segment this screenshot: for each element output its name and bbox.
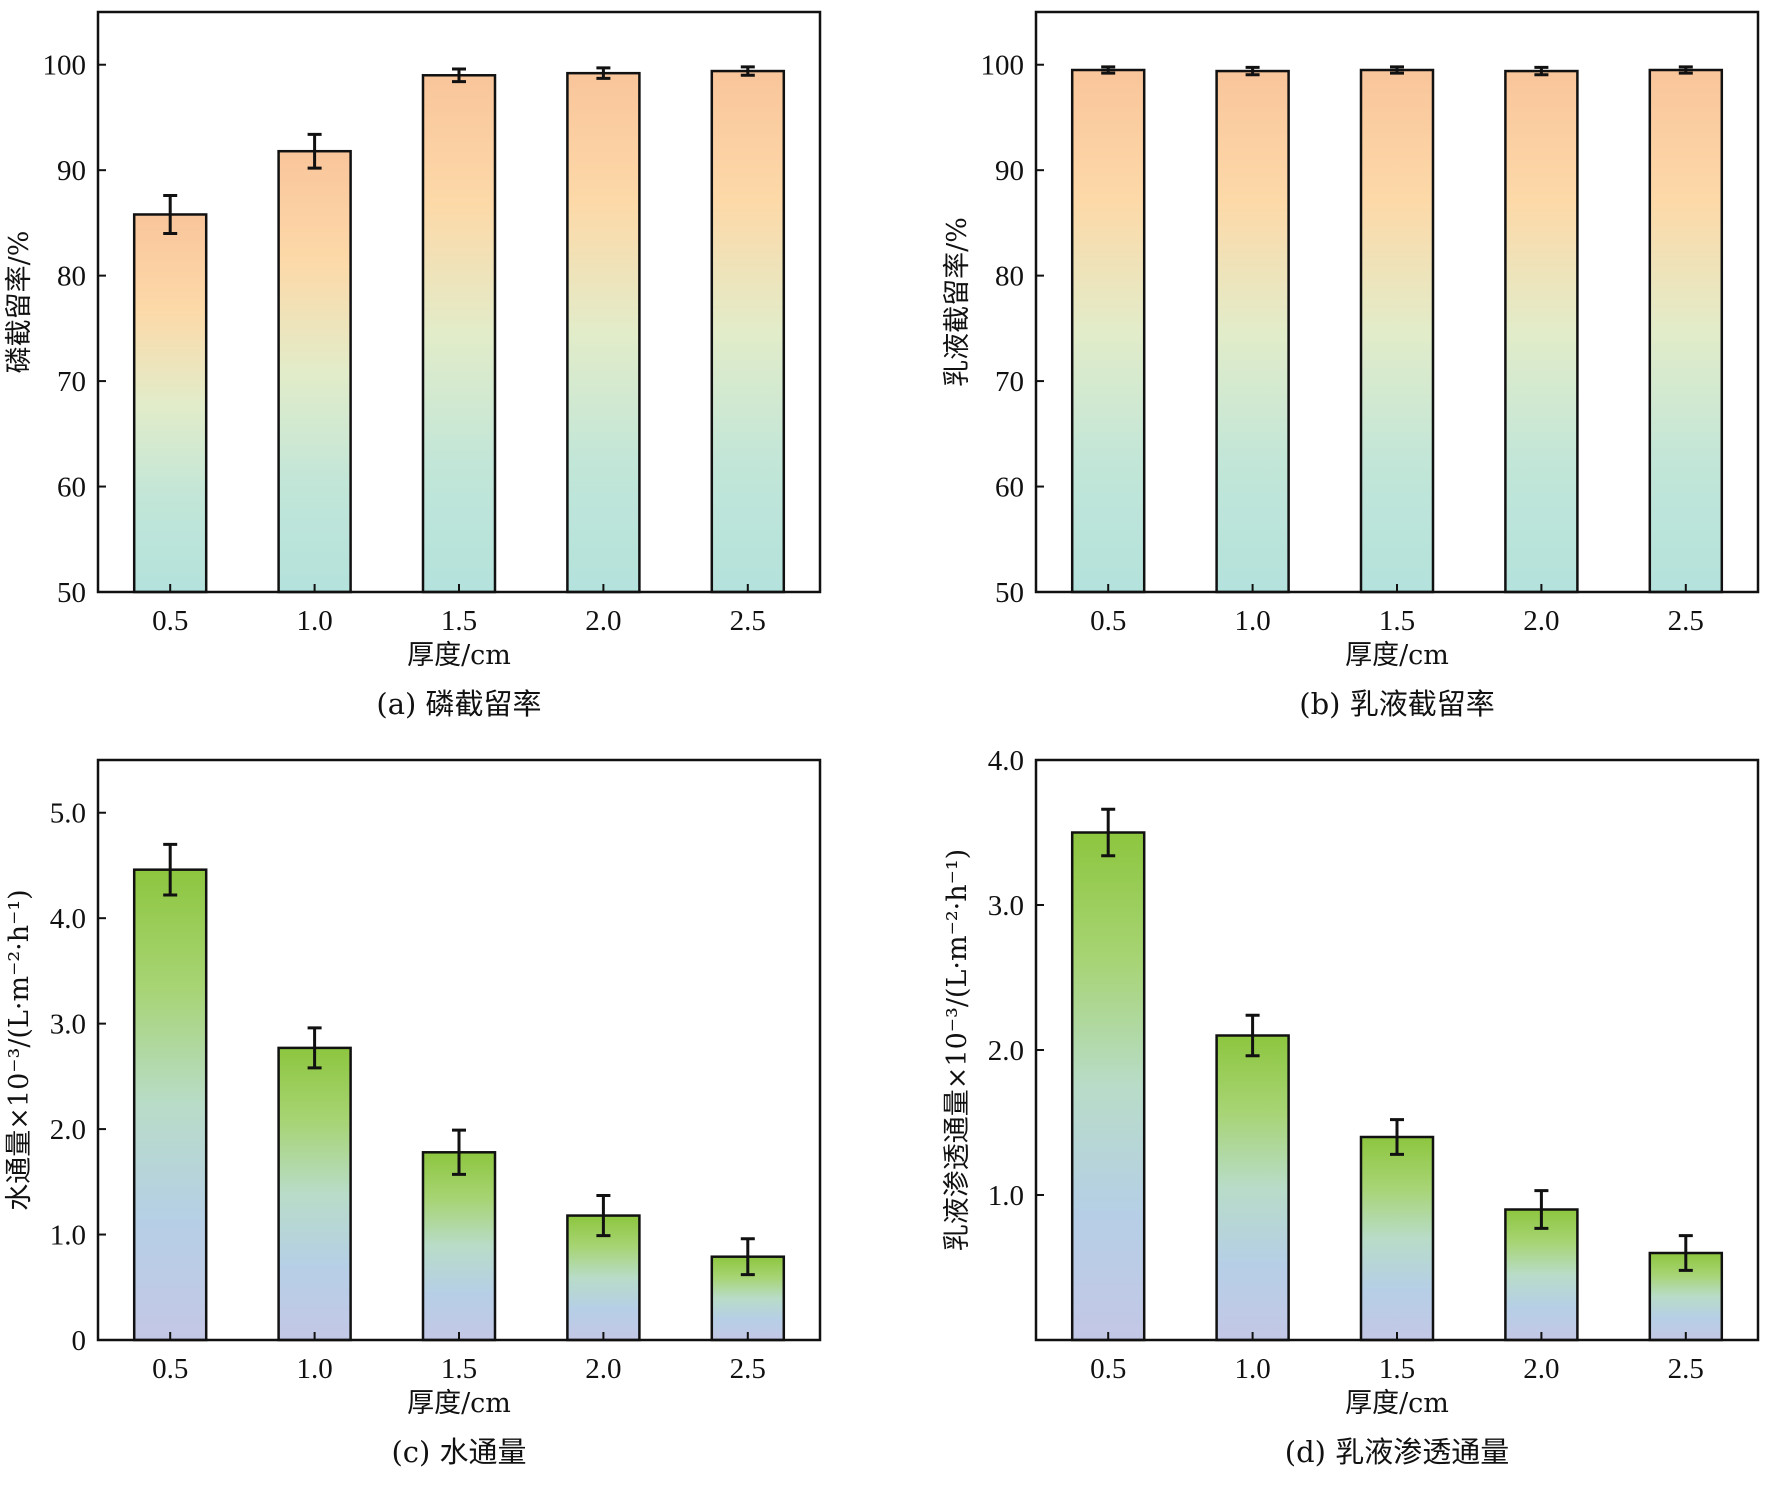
panel-c-xtick-label: 1.0 bbox=[296, 1353, 332, 1385]
panel-a-bar-1.0 bbox=[277, 149, 352, 594]
panel-a-bar-2.5 bbox=[710, 69, 786, 594]
panel-c-ytick-label: 1.0 bbox=[50, 1220, 86, 1252]
panel-b-errorbar-2.5 bbox=[1678, 65, 1693, 75]
panel-b-ytick-label: 80 bbox=[995, 261, 1024, 293]
panel-a-ytick-label: 50 bbox=[57, 577, 86, 609]
panel-d-x-axis-title: 厚度/cm bbox=[1345, 1388, 1449, 1419]
panel-b-ytick-label: 90 bbox=[995, 155, 1024, 187]
panel-a: 50 60 70 80 90 100 0.5 1.0 1.5 2.0 2.5 厚度/cm 磷截留率/% (… bbox=[4, 10, 822, 721]
panel-b-bar-2.5 bbox=[1648, 68, 1724, 594]
panel-b-ytick-label: 50 bbox=[995, 577, 1024, 609]
panel-d-ytick-label: 4.0 bbox=[988, 745, 1024, 777]
panel-c: 0 1.0 2.0 3.0 4.0 5.0 0.5 1.0 1.5 2.0 2.5 厚度/cm 水通量×… bbox=[4, 758, 822, 1469]
panel-a-x-axis-title: 厚度/cm bbox=[407, 640, 511, 671]
panel-b-bar-1.5 bbox=[1359, 68, 1435, 594]
panel-d-ytick-label: 1.0 bbox=[988, 1180, 1024, 1212]
panel-b: 50 60 70 80 90 100 0.5 1.0 1.5 2.0 2.5 厚度/cm 乳液截留率/%… bbox=[942, 10, 1760, 721]
panel-c-bar-1.0 bbox=[277, 1046, 352, 1342]
panel-b-xtick-label: 0.5 bbox=[1090, 605, 1126, 637]
panel-d-errorbar-0.5 bbox=[1101, 807, 1116, 858]
panel-b-caption: (b) 乳液截留率 bbox=[1299, 687, 1494, 721]
panel-c-errorbar-0.5 bbox=[163, 842, 178, 897]
panel-a-y-axis-title: 磷截留率/% bbox=[4, 231, 35, 374]
panel-c-ytick-label: 5.0 bbox=[50, 798, 86, 830]
panel-a-caption: (a) 磷截留率 bbox=[376, 687, 541, 721]
panel-a-errorbar-2.5 bbox=[740, 65, 755, 77]
panel-d-xtick-label: 1.5 bbox=[1379, 1353, 1415, 1385]
panel-a-ytick-label: 70 bbox=[57, 366, 86, 398]
panel-d-xtick-label: 2.5 bbox=[1668, 1353, 1704, 1385]
panel-c-ytick-label: 4.0 bbox=[50, 903, 86, 935]
panel-b-xtick-label: 2.5 bbox=[1668, 605, 1704, 637]
panel-a-xtick-label: 2.0 bbox=[585, 605, 621, 637]
panel-a-ytick-label: 60 bbox=[57, 472, 86, 504]
panel-d-bar-2.0 bbox=[1504, 1208, 1579, 1342]
panel-d-errorbar-1.5 bbox=[1390, 1118, 1404, 1156]
panel-d-ytick-label: 2.0 bbox=[988, 1035, 1024, 1067]
panel-c-ytick-label: 0 bbox=[72, 1325, 87, 1357]
panel-a-bar-1.5 bbox=[421, 74, 497, 594]
panel-b-errorbar-1.0 bbox=[1245, 65, 1260, 77]
panel-c-y-axis-title: 水通量×10⁻³/(L·m⁻²·h⁻¹) bbox=[4, 889, 35, 1210]
panel-d-errorbar-2.5 bbox=[1678, 1234, 1693, 1272]
panel-d-caption: (d) 乳液渗透通量 bbox=[1285, 1435, 1509, 1469]
panel-c-bar-1.5 bbox=[421, 1151, 497, 1342]
panel-c-x-axis-title: 厚度/cm bbox=[407, 1388, 511, 1419]
panel-a-bar-2.0 bbox=[566, 71, 641, 594]
panel-a-errorbar-0.5 bbox=[163, 193, 178, 235]
panel-d-errorbar-2.0 bbox=[1534, 1189, 1549, 1230]
panel-a-errorbar-1.5 bbox=[452, 67, 466, 84]
panel-b-errorbar-2.0 bbox=[1534, 65, 1549, 77]
panel-b-ytick-label: 60 bbox=[995, 472, 1024, 504]
panel-d: 1.0 2.0 3.0 4.0 0.5 1.0 1.5 2.0 2.5 厚度/cm 乳液渗透通量×1… bbox=[942, 745, 1760, 1469]
panel-b-y-axis-title: 乳液截留率/% bbox=[942, 217, 973, 387]
panel-c-xtick-label: 0.5 bbox=[152, 1353, 188, 1385]
panel-b-bar-2.0 bbox=[1504, 69, 1579, 594]
panel-b-xtick-label: 1.5 bbox=[1379, 605, 1415, 637]
panel-b-errorbar-0.5 bbox=[1101, 65, 1116, 75]
panel-d-xtick-label: 0.5 bbox=[1090, 1353, 1126, 1385]
panel-c-errorbar-2.5 bbox=[740, 1237, 755, 1277]
panel-a-xtick-label: 0.5 bbox=[152, 605, 188, 637]
panel-c-xtick-label: 2.0 bbox=[585, 1353, 621, 1385]
panel-d-xtick-label: 2.0 bbox=[1523, 1353, 1559, 1385]
panel-d-bar-0.5 bbox=[1070, 831, 1146, 1342]
panel-a-xtick-label: 1.0 bbox=[296, 605, 332, 637]
panel-a-ytick-label: 90 bbox=[57, 155, 86, 187]
panel-b-ytick-label: 100 bbox=[981, 50, 1025, 82]
panel-b-bar-0.5 bbox=[1070, 68, 1146, 594]
panel-d-bar-1.0 bbox=[1215, 1034, 1290, 1342]
panel-c-errorbar-1.5 bbox=[452, 1128, 466, 1176]
panel-a-xtick-label: 1.5 bbox=[441, 605, 477, 637]
panel-d-ytick-label: 3.0 bbox=[988, 890, 1024, 922]
panel-c-xtick-label: 2.5 bbox=[730, 1353, 766, 1385]
panel-c-xtick-label: 1.5 bbox=[441, 1353, 477, 1385]
panel-d-y-axis-title: 乳液渗透通量×10⁻³/(L·m⁻²·h⁻¹) bbox=[942, 849, 973, 1251]
panel-c-bar-0.5 bbox=[132, 868, 208, 1342]
panel-d-errorbar-1.0 bbox=[1245, 1013, 1260, 1058]
panel-b-bar-1.0 bbox=[1215, 69, 1290, 594]
panel-a-xtick-label: 2.5 bbox=[730, 605, 766, 637]
panel-a-ytick-label: 80 bbox=[57, 261, 86, 293]
panel-a-errorbar-2.0 bbox=[596, 66, 611, 80]
panel-c-caption: (c) 水通量 bbox=[391, 1435, 526, 1469]
panel-a-ytick-label: 100 bbox=[43, 50, 87, 82]
panel-b-ytick-label: 70 bbox=[995, 366, 1024, 398]
panel-c-ytick-label: 3.0 bbox=[50, 1009, 86, 1041]
panel-d-bar-1.5 bbox=[1359, 1135, 1435, 1342]
panel-c-errorbar-1.0 bbox=[307, 1026, 322, 1070]
panel-a-errorbar-1.0 bbox=[307, 132, 322, 170]
panel-b-xtick-label: 2.0 bbox=[1523, 605, 1559, 637]
panel-c-ytick-label: 2.0 bbox=[50, 1114, 86, 1146]
panel-b-x-axis-title: 厚度/cm bbox=[1345, 640, 1449, 671]
panel-b-errorbar-1.5 bbox=[1390, 65, 1404, 75]
panel-c-errorbar-2.0 bbox=[596, 1194, 611, 1238]
panel-b-xtick-label: 1.0 bbox=[1234, 605, 1270, 637]
panel-a-bar-0.5 bbox=[132, 213, 208, 594]
panel-d-xtick-label: 1.0 bbox=[1234, 1353, 1270, 1385]
